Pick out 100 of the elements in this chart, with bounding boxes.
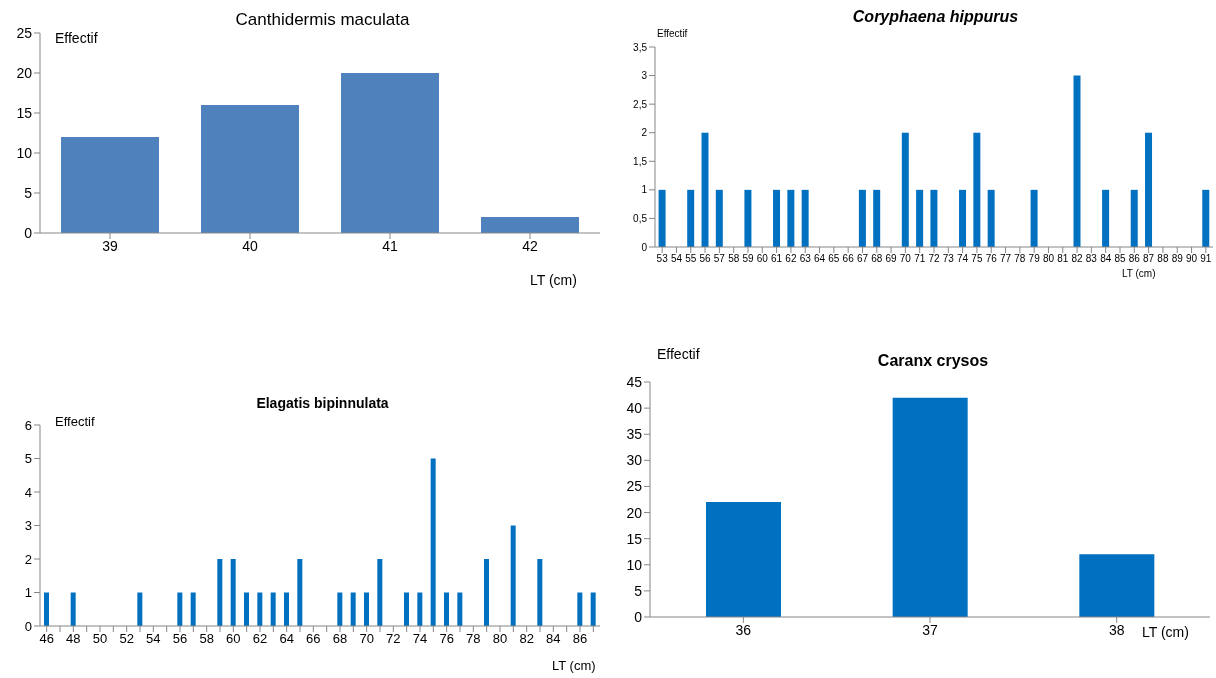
bar [350,592,356,626]
bar [801,189,809,247]
y-tick-label: 10 [626,556,643,573]
y-tick-label: 0 [641,241,648,253]
x-tick-label: 48 [66,631,81,647]
x-tick-label: 55 [685,253,697,265]
x-tick-label: 90 [1185,253,1198,265]
x-tick-label: 78 [1014,253,1026,265]
bar [190,592,196,626]
bar [892,397,968,617]
x-tick-label: 53 [656,253,669,265]
bar [70,592,76,626]
bar [230,559,236,626]
x-tick-label: 74 [412,631,428,647]
x-tick-label: 56 [699,253,712,265]
bar [61,137,159,233]
bar [377,559,383,626]
x-tick-label: 36 [735,621,752,638]
x-tick-label: 79 [1028,253,1041,265]
x-tick-label: 42 [522,237,538,254]
x-tick-label: 41 [382,237,398,254]
y-tick-label: 45 [626,373,643,390]
y-tick-label: 30 [626,452,643,469]
x-axis-title: LT (cm) [1122,268,1156,279]
x-tick-label: 39 [102,237,118,254]
bar [577,592,583,626]
x-tick-label: 80 [492,631,508,647]
x-tick-label: 67 [856,253,869,265]
x-tick-label: 70 [359,631,374,647]
bar [658,189,666,247]
y-tick-label: 0,5 [633,212,648,224]
bar [341,73,439,233]
bar [973,132,981,247]
x-tick-label: 86 [572,631,588,647]
x-tick-label: 66 [842,253,855,265]
bar [430,458,436,626]
bar [701,132,709,247]
bar [364,592,369,626]
y-tick-label: 15 [16,104,33,121]
x-tick-label: 74 [957,253,969,265]
x-tick-label: 60 [226,631,241,647]
x-tick-label: 83 [1085,253,1098,265]
bar [706,502,781,617]
x-tick-label: 84 [546,631,561,647]
chart-title: Caranx crysos [877,352,989,369]
y-tick-label: 25 [16,24,33,41]
chart-title: Canthidermis maculata [234,10,411,30]
y-tick-label: 40 [626,400,643,417]
y-tick-label: 35 [626,426,643,443]
x-tick-label: 71 [914,253,926,265]
y-axis-title: Effectif [657,346,700,362]
x-tick-label: 72 [928,253,940,265]
bar [773,189,781,247]
y-tick-label: 5 [24,184,33,201]
y-tick-label: 2 [641,127,648,139]
y-tick-label: 25 [626,478,643,495]
bar [590,592,596,626]
x-tick-label: 57 [713,253,726,265]
bar [137,592,143,626]
x-tick-label: 56 [172,631,188,647]
x-tick-label: 58 [728,253,740,265]
bar [297,559,303,626]
x-axis-title: LT (cm) [552,658,596,673]
bar [404,592,409,626]
x-tick-label: 70 [899,253,912,265]
y-tick-label: 20 [626,504,643,521]
bar [244,592,249,626]
bar [257,592,263,626]
bar [457,592,463,626]
bar [858,189,866,247]
bar [1030,189,1038,247]
bar [44,592,49,626]
y-tick-label: 0 [634,608,643,625]
bar [217,559,223,626]
y-tick-label: 3,5 [633,41,648,53]
y-tick-label: 4 [24,484,32,500]
x-tick-label: 66 [306,631,321,647]
x-axis-title: LT (cm) [1142,624,1189,640]
bar [1130,189,1138,247]
y-axis-title: Effectif [55,414,95,429]
x-tick-label: 85 [1114,253,1126,265]
x-tick-label: 68 [871,253,883,265]
x-tick-label: 60 [756,253,769,265]
x-tick-label: 86 [1128,253,1141,265]
y-axis-title: Effectif [657,28,688,39]
bar [987,189,995,247]
y-tick-label: 10 [16,144,33,161]
bar [270,592,276,626]
x-tick-label: 88 [1157,253,1169,265]
bar [484,559,489,626]
x-tick-label: 46 [39,631,54,647]
x-tick-label: 78 [466,631,481,647]
y-tick-label: 0 [24,618,32,634]
bar [417,592,423,626]
x-tick-label: 89 [1171,253,1184,265]
x-tick-label: 52 [119,631,134,647]
x-tick-label: 75 [971,253,983,265]
y-tick-label: 0 [24,224,33,241]
x-tick-label: 61 [771,253,783,265]
bar [177,592,183,626]
